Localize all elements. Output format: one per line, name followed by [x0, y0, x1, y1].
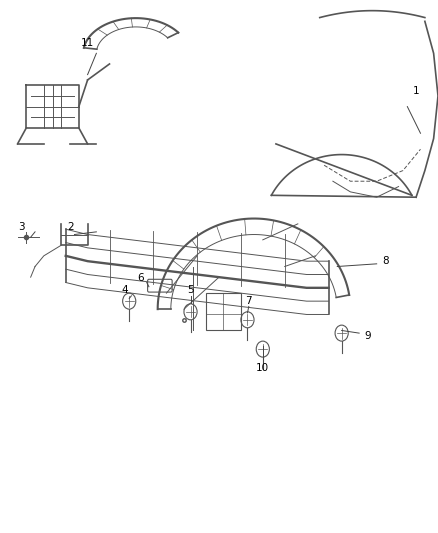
Text: 7: 7 — [245, 296, 252, 306]
Text: 1: 1 — [413, 86, 420, 95]
Text: 11: 11 — [81, 38, 94, 47]
Text: 2: 2 — [67, 222, 74, 231]
Bar — [206, 293, 241, 330]
Text: 10: 10 — [256, 363, 269, 373]
Text: 6: 6 — [137, 273, 144, 283]
Text: 9: 9 — [364, 331, 371, 341]
Text: 3: 3 — [18, 222, 25, 231]
Text: 4: 4 — [121, 286, 128, 295]
Text: 5: 5 — [187, 286, 194, 295]
Text: 8: 8 — [382, 256, 389, 266]
